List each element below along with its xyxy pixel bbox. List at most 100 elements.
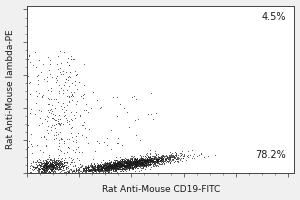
Point (124, 164, 129, 167)
Point (44, 163, 48, 167)
Point (54, 163, 58, 166)
Point (119, 164, 124, 167)
Point (162, 162, 167, 166)
Point (113, 164, 118, 168)
Point (112, 164, 116, 167)
Point (53, 159, 58, 162)
Point (148, 157, 152, 160)
Point (35, 164, 40, 167)
Point (81, 171, 85, 174)
Point (145, 154, 150, 157)
Point (100, 171, 105, 174)
Point (84, 168, 89, 172)
Point (121, 162, 125, 165)
Point (82, 109, 86, 112)
Point (92, 169, 97, 172)
Point (148, 162, 153, 165)
Point (136, 160, 141, 163)
Point (103, 164, 108, 167)
Point (122, 163, 126, 167)
Point (117, 162, 122, 166)
Point (107, 166, 112, 170)
Point (112, 166, 117, 169)
Point (129, 166, 134, 170)
Point (159, 156, 164, 160)
Point (51, 164, 56, 168)
Point (99, 168, 103, 171)
Point (98, 165, 103, 168)
Point (132, 159, 137, 162)
Point (104, 161, 109, 165)
Point (51, 170, 56, 174)
Point (147, 158, 152, 161)
Point (110, 167, 115, 170)
Point (114, 164, 119, 167)
Point (130, 165, 134, 169)
Point (121, 164, 126, 167)
Point (127, 160, 132, 163)
Point (131, 160, 136, 163)
Point (120, 163, 124, 166)
Point (114, 171, 119, 174)
Point (33, 166, 38, 169)
Point (130, 155, 135, 158)
Point (146, 161, 151, 164)
Point (147, 159, 152, 163)
Point (147, 164, 152, 167)
Point (73, 168, 78, 171)
Point (146, 158, 150, 162)
Point (68, 161, 73, 164)
Point (79, 166, 84, 169)
Point (48, 159, 52, 162)
Point (52, 166, 57, 169)
Point (124, 164, 128, 167)
Point (58, 159, 63, 162)
Point (43, 166, 48, 169)
Point (134, 159, 138, 162)
Point (115, 159, 119, 162)
Point (149, 158, 154, 161)
Point (166, 160, 171, 163)
Point (105, 165, 110, 169)
Point (96, 170, 101, 173)
Point (63, 165, 68, 168)
Point (45, 169, 50, 172)
Point (100, 164, 105, 168)
Point (44, 166, 49, 169)
Point (160, 158, 165, 161)
Point (142, 162, 147, 165)
Point (44, 161, 49, 164)
Point (141, 163, 146, 167)
Point (100, 166, 105, 169)
Point (139, 160, 144, 163)
Point (84, 170, 88, 173)
Point (56, 158, 61, 162)
Point (158, 156, 163, 159)
Point (120, 158, 125, 161)
Point (164, 155, 169, 159)
Point (108, 162, 113, 165)
Point (106, 164, 111, 167)
Point (49, 162, 54, 165)
Point (70, 168, 75, 171)
Point (96, 165, 100, 168)
Point (50, 163, 54, 166)
Point (112, 168, 117, 172)
Point (151, 157, 156, 160)
Point (50, 170, 55, 173)
Point (93, 164, 98, 168)
Point (56, 164, 61, 167)
Point (102, 166, 106, 169)
Point (114, 168, 119, 172)
Point (115, 164, 120, 167)
Point (88, 167, 93, 170)
Point (46, 167, 51, 170)
Point (58, 162, 63, 165)
Point (46, 97, 50, 100)
Point (103, 164, 108, 167)
Point (192, 157, 197, 160)
Point (135, 164, 140, 168)
Point (105, 167, 110, 170)
Point (112, 165, 117, 169)
Point (45, 75, 50, 78)
